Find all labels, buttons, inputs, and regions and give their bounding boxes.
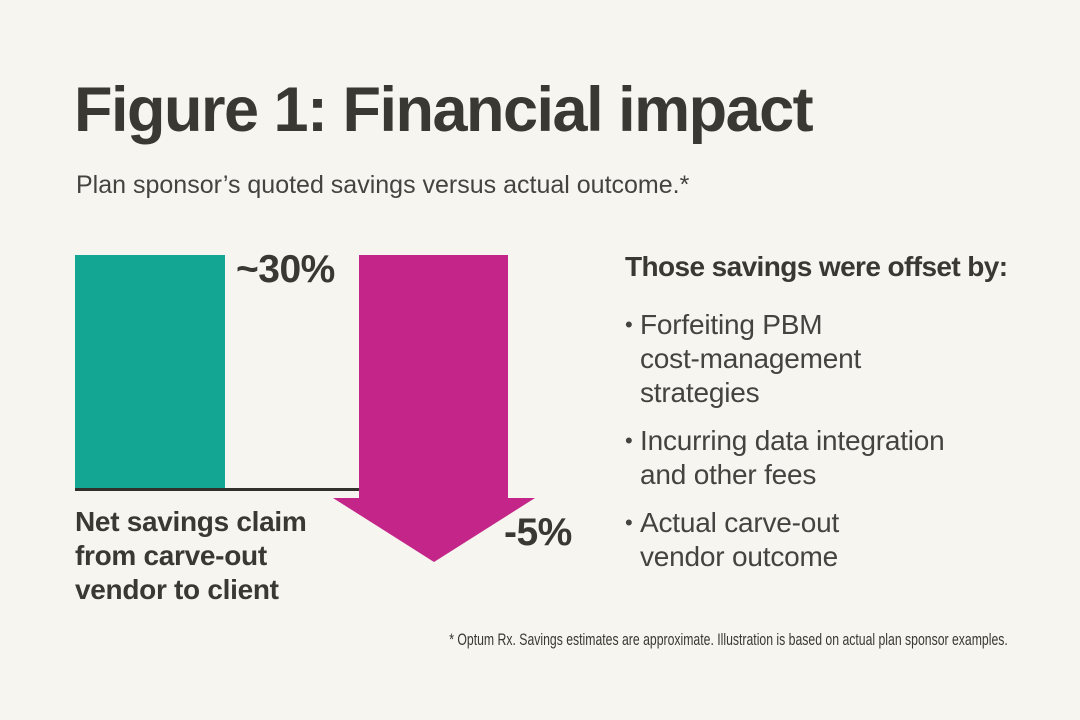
bullet-text: Forfeiting PBM cost-management strategie… bbox=[640, 309, 862, 408]
zero-baseline bbox=[75, 488, 359, 491]
offsets-list: • Forfeiting PBM cost-management strateg… bbox=[625, 308, 1025, 574]
list-item: • Forfeiting PBM cost-management strateg… bbox=[625, 308, 1025, 410]
outcome-down-arrow-icon bbox=[333, 255, 535, 562]
figure-title: Figure 1: Financial impact bbox=[74, 75, 814, 145]
bullet-text: Actual carve-out vendor outcome bbox=[640, 507, 840, 572]
offsets-panel: Those savings were offset by: • Forfeiti… bbox=[625, 250, 1025, 588]
bullet-icon: • bbox=[625, 428, 633, 453]
bullet-icon: • bbox=[625, 510, 633, 535]
bullet-icon: • bbox=[625, 312, 633, 337]
list-item: • Actual carve-out vendor outcome bbox=[625, 506, 1025, 574]
offsets-heading: Those savings were offset by: bbox=[625, 251, 1008, 282]
figure-subtitle: Plan sponsor’s quoted savings versus act… bbox=[76, 171, 690, 199]
footnote: * Optum Rx. Savings estimates are approx… bbox=[449, 630, 1008, 649]
quoted-savings-bar bbox=[75, 255, 225, 489]
down-arrow-shape bbox=[333, 255, 535, 562]
list-item: • Incurring data integration and other f… bbox=[625, 424, 1025, 492]
outcome-value-label: -5% bbox=[504, 511, 572, 554]
bar-caption: Net savings claim from carve-out vendor … bbox=[75, 506, 307, 605]
bullet-text: Incurring data integration and other fee… bbox=[640, 425, 945, 490]
quoted-savings-value-label: ~30% bbox=[236, 248, 335, 291]
